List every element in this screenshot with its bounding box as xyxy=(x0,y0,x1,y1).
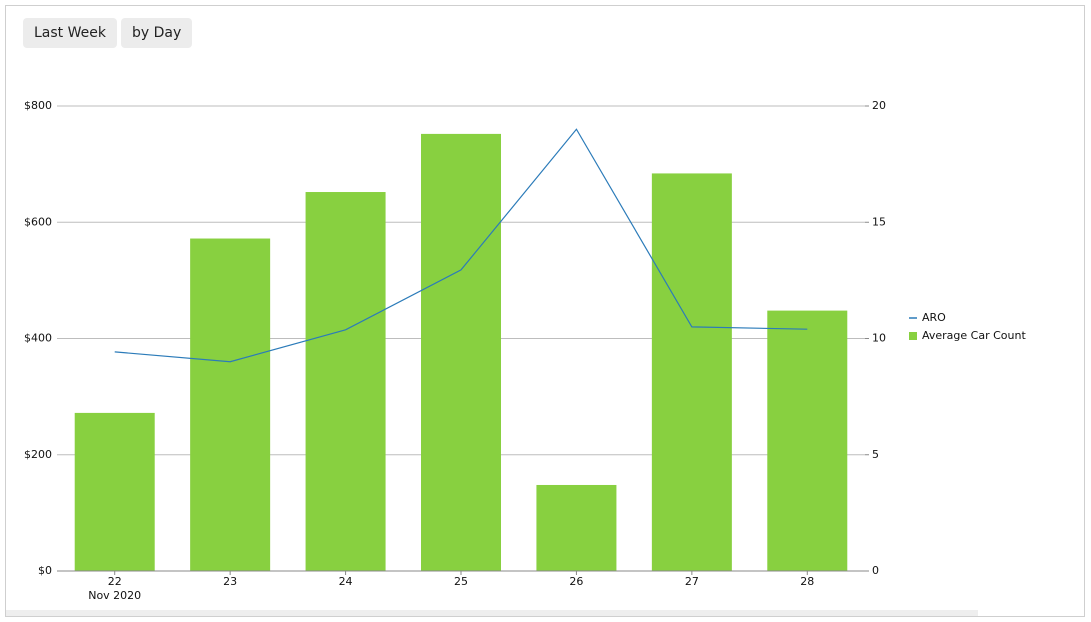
bar xyxy=(74,412,155,571)
x-tick-label: 22 xyxy=(108,575,122,588)
bar xyxy=(190,238,271,571)
bar xyxy=(651,173,732,572)
bar xyxy=(421,133,501,571)
y-tick-label: $800 xyxy=(24,99,52,112)
legend-swatch xyxy=(909,332,917,340)
x-sublabel: Nov 2020 xyxy=(88,589,141,602)
y-tick-label: $0 xyxy=(38,564,52,577)
y-tick-label: $200 xyxy=(24,448,52,461)
y2-tick-label: 10 xyxy=(872,332,886,345)
y2-tick-label: 0 xyxy=(872,564,879,577)
x-tick-label: 23 xyxy=(223,575,237,588)
group-button[interactable]: by Day xyxy=(121,18,193,48)
y2-tick-label: 5 xyxy=(872,448,879,461)
panel: Last Week by Day xyxy=(5,5,1085,617)
line xyxy=(114,128,808,363)
range-button[interactable]: Last Week xyxy=(23,18,117,48)
y-tick-label: $600 xyxy=(24,215,52,228)
x-tick-label: 27 xyxy=(685,575,699,588)
scrollbar[interactable] xyxy=(6,610,978,616)
x-tick-label: 28 xyxy=(800,575,814,588)
bar xyxy=(767,310,848,571)
y2-tick-label: 15 xyxy=(872,215,886,228)
y2-tick-label: 20 xyxy=(872,99,886,112)
y-tick-label: $400 xyxy=(24,332,52,345)
legend-label: ARO xyxy=(922,311,946,324)
legend-label: Average Car Count xyxy=(922,329,1026,342)
bar xyxy=(536,484,617,571)
x-tick-label: 26 xyxy=(569,575,583,588)
bar xyxy=(305,192,386,571)
x-tick-label: 25 xyxy=(454,575,468,588)
x-tick-label: 24 xyxy=(339,575,353,588)
